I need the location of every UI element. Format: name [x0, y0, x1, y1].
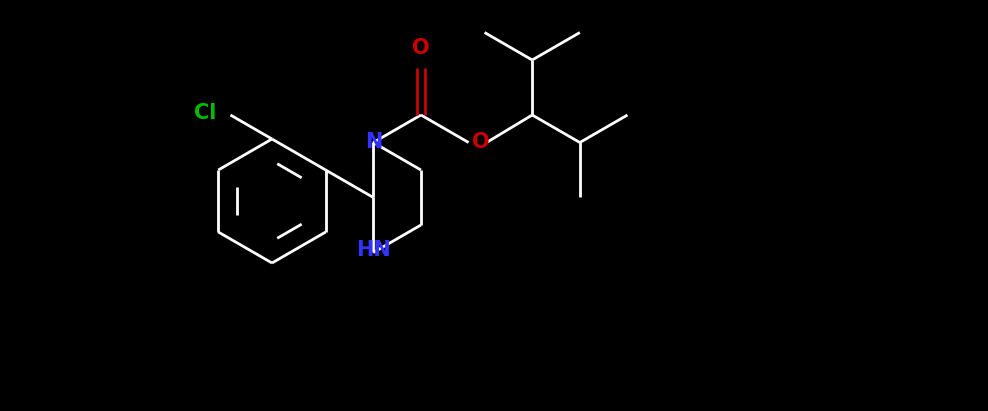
- Text: Cl: Cl: [194, 103, 216, 123]
- Text: O: O: [412, 38, 430, 58]
- Text: HN: HN: [356, 240, 390, 261]
- Text: N: N: [365, 132, 382, 152]
- Text: O: O: [472, 132, 489, 152]
